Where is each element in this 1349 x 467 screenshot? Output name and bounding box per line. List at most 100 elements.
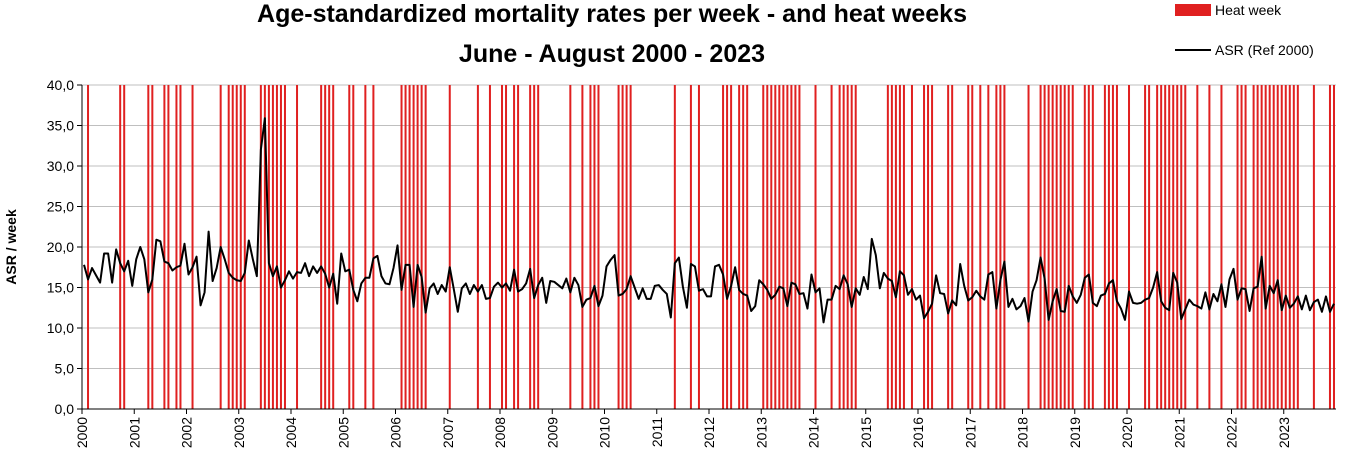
heat-week-bar <box>1059 85 1062 409</box>
heat-week-bar <box>163 85 166 409</box>
heat-week-bar <box>1051 85 1054 409</box>
heat-week-bar <box>1115 85 1118 409</box>
x-tick-label: 2017 <box>962 417 978 448</box>
heat-week-bar <box>1244 85 1247 409</box>
heat-week-bar <box>621 85 624 409</box>
heat-week-bar <box>1312 85 1315 409</box>
heat-week-bar <box>513 85 516 409</box>
heat-week-bar <box>533 85 536 409</box>
y-tick-label: 40,0 <box>47 77 74 93</box>
y-tick-label: 0,0 <box>55 401 75 417</box>
x-tick-label: 2005 <box>335 417 351 448</box>
x-tick-label: 2002 <box>179 417 195 448</box>
heat-week-bar <box>898 85 901 409</box>
x-tick-label: 2007 <box>440 417 456 448</box>
heat-week-bar <box>537 85 540 409</box>
heat-week-bar <box>476 85 479 409</box>
heat-week-bar <box>738 85 741 409</box>
x-tick-label: 2015 <box>858 417 874 448</box>
heat-week-bar <box>1103 85 1106 409</box>
heat-week-bar <box>923 85 926 409</box>
heat-week-bar <box>1156 85 1159 409</box>
heat-week-bar <box>1003 85 1006 409</box>
heat-week-bar <box>151 85 154 409</box>
legend-swatch <box>1175 4 1211 16</box>
heat-week-bar <box>324 85 327 409</box>
heat-week-bar <box>1107 85 1110 409</box>
heat-week-bar <box>951 85 954 409</box>
x-tick-label: 2001 <box>126 417 142 448</box>
heat-week-bar <box>770 85 773 409</box>
heat-week-bar <box>1091 85 1094 409</box>
heat-week-bar <box>404 85 407 409</box>
heat-week-bar <box>328 85 331 409</box>
heat-week-bar <box>854 85 857 409</box>
heat-week-bar <box>910 85 913 409</box>
chart-title: Age-standardized mortality rates per wee… <box>257 0 967 28</box>
heat-week-bar <box>296 85 299 409</box>
heat-week-bar <box>517 85 520 409</box>
x-tick-label: 2011 <box>649 417 665 447</box>
heat-week-bar <box>794 85 797 409</box>
heat-week-bar <box>593 85 596 409</box>
heat-week-bar <box>1027 85 1030 409</box>
asr-line <box>83 117 1335 324</box>
heat-week-bar <box>890 85 893 409</box>
heat-week-bar <box>175 85 178 409</box>
heat-week-bar <box>320 85 323 409</box>
heat-week-bar <box>689 85 692 409</box>
heat-week-bar <box>1067 85 1070 409</box>
heat-week-bar <box>1071 85 1074 409</box>
heat-week-bar <box>1164 85 1167 409</box>
heat-week-bar <box>283 85 286 409</box>
heat-week-bar <box>448 85 451 409</box>
heat-week-bar <box>979 85 982 409</box>
heat-week-bar <box>1111 85 1114 409</box>
heat-week-bar <box>999 85 1002 409</box>
heat-week-bar <box>1288 85 1291 409</box>
y-tick-label: 20,0 <box>47 239 74 255</box>
heat-week-bar <box>271 85 274 409</box>
heat-week-bar <box>1087 85 1090 409</box>
heat-week-bar <box>348 85 351 409</box>
heat-week-bar <box>1280 85 1283 409</box>
heat-week-bar <box>746 85 749 409</box>
heat-week-bar <box>352 85 355 409</box>
heat-week-bar <box>830 85 833 409</box>
heat-week-bar <box>1160 85 1163 409</box>
heat-week-bar <box>762 85 765 409</box>
x-tick-label: 2019 <box>1067 417 1083 448</box>
heat-week-bar <box>191 85 194 409</box>
heat-week-bar <box>1296 85 1299 409</box>
heat-week-bar <box>886 85 889 409</box>
heat-week-bar <box>408 85 411 409</box>
heat-week-bar <box>589 85 592 409</box>
heat-week-bar <box>1208 85 1211 409</box>
heat-week-bar <box>697 85 700 409</box>
heat-week-bar <box>1144 85 1147 409</box>
heat-week-bar <box>119 85 122 409</box>
heat-week-bar <box>902 85 905 409</box>
heat-week-bar <box>894 85 897 409</box>
heat-week-bar <box>332 85 335 409</box>
heat-week-bar <box>1043 85 1046 409</box>
heat-week-bar <box>1176 85 1179 409</box>
x-tick-label: 2009 <box>544 417 560 448</box>
y-tick-label: 10,0 <box>47 320 74 336</box>
legend-label: ASR (Ref 2000) <box>1215 42 1314 58</box>
heat-week-bar <box>730 85 733 409</box>
heat-week-bar <box>617 85 620 409</box>
heat-week-bar <box>1184 85 1187 409</box>
heat-week-bar <box>629 85 632 409</box>
x-tick-label: 2013 <box>753 417 769 448</box>
heat-week-bar <box>1332 85 1335 409</box>
heat-week-bar <box>722 85 725 409</box>
heat-week-bar <box>1083 85 1086 409</box>
heat-week-bar <box>123 85 126 409</box>
y-tick-label: 35,0 <box>47 118 74 134</box>
x-tick-label: 2020 <box>1119 417 1135 448</box>
heat-week-bar <box>235 85 238 409</box>
heat-week-bar <box>1128 85 1131 409</box>
y-tick-label: 30,0 <box>47 158 74 174</box>
x-tick-label: 2012 <box>701 417 717 448</box>
